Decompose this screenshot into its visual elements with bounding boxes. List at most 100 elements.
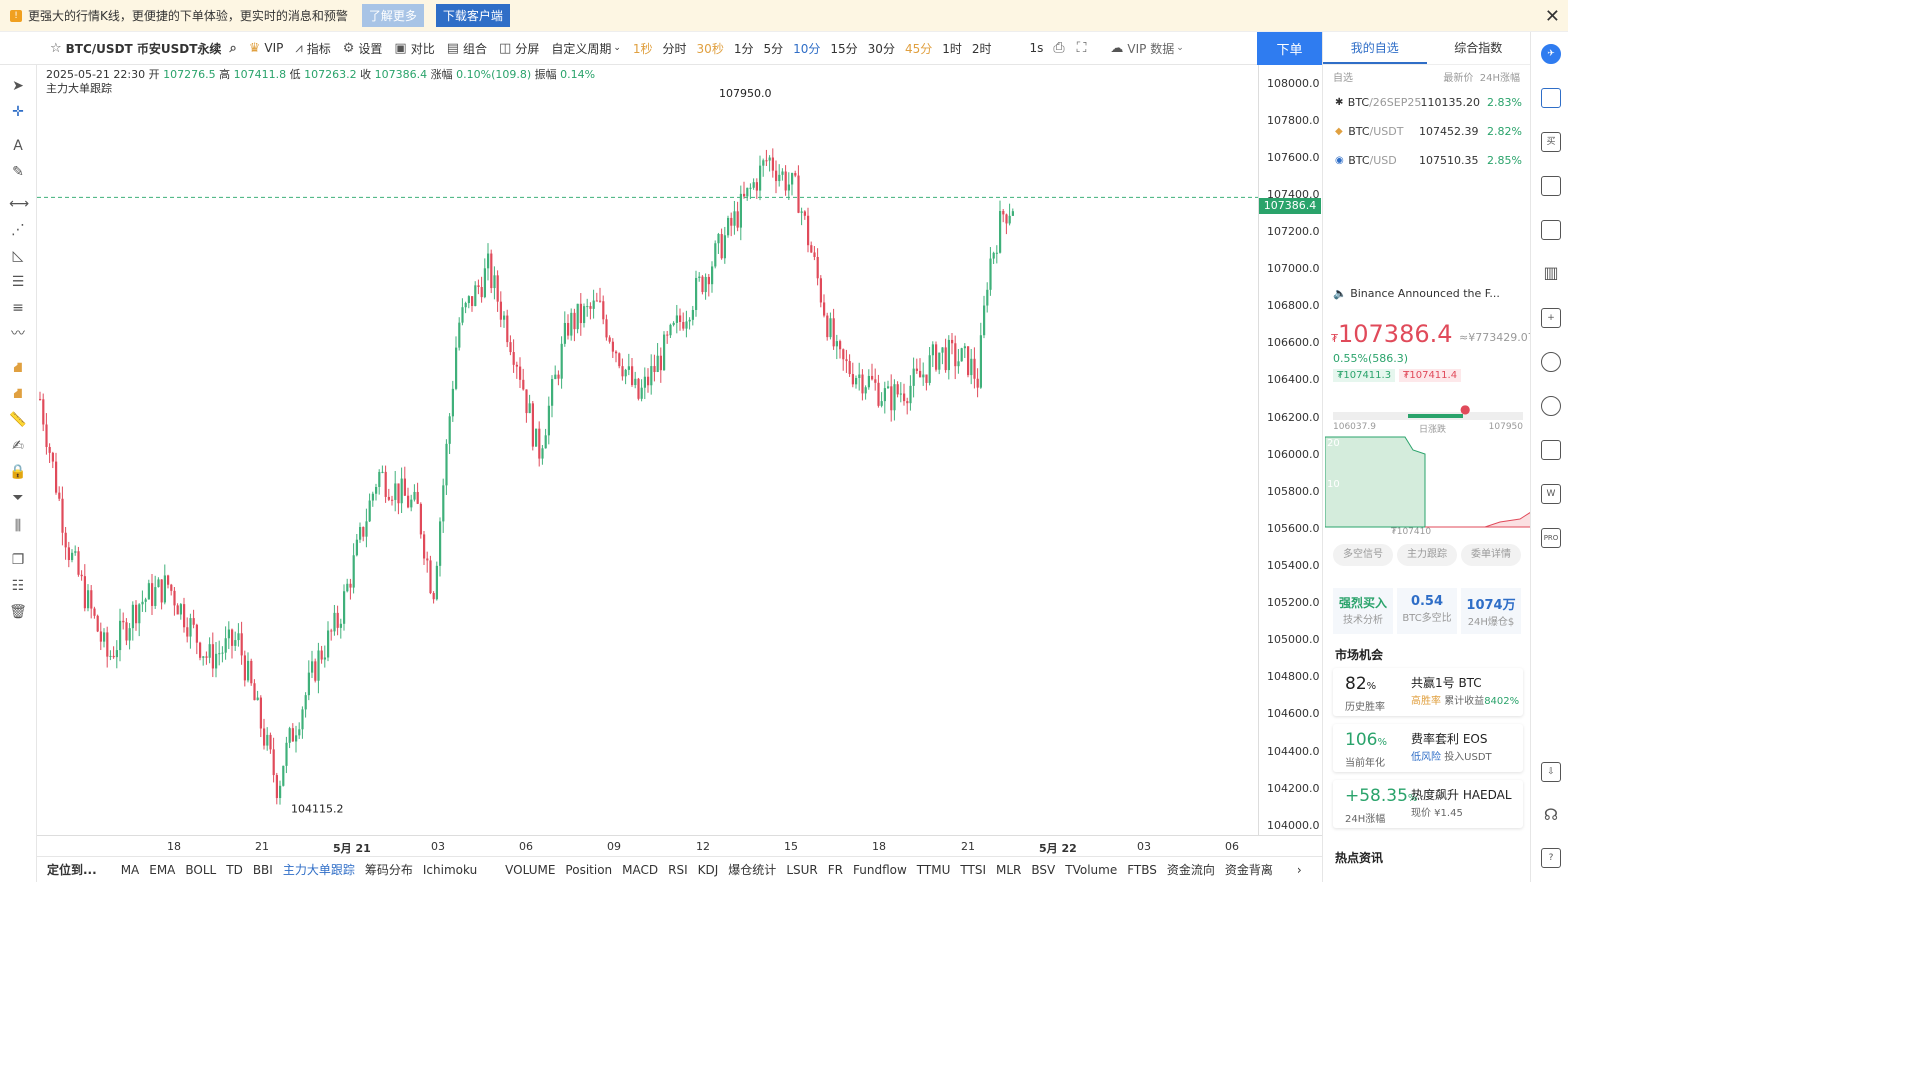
wave-icon[interactable]: 〰 <box>11 326 25 342</box>
checklist-icon[interactable] <box>1541 220 1561 240</box>
download-icon[interactable]: ⇩ <box>1541 762 1561 782</box>
indicator-24[interactable]: 资金背离 <box>1224 863 1273 877</box>
period-45m[interactable]: 45分 <box>904 41 933 56</box>
compass-icon[interactable] <box>1541 396 1561 416</box>
overlay-indicator-label[interactable]: 主力大单跟踪 <box>46 82 112 95</box>
learn-more-button[interactable]: 了解更多 <box>361 4 424 27</box>
opportunity-card[interactable]: +58.35% 24H涨幅 热度飙升 HAEDAL 现价 ¥1.45 <box>1333 780 1523 828</box>
plus-doc-icon[interactable]: + <box>1541 308 1561 328</box>
watch-row[interactable]: ◉ BTC/USD 107510.35 2.85% <box>1335 154 1522 167</box>
camera-icon[interactable]: ⎙ <box>1053 40 1065 56</box>
channel-icon[interactable]: ☰ <box>11 274 25 290</box>
indicator-7[interactable]: Ichimoku <box>422 862 478 877</box>
doc-icon[interactable] <box>1541 440 1561 460</box>
indicator-13[interactable]: 爆仓统计 <box>728 863 777 877</box>
indicator-23[interactable]: 资金流向 <box>1166 863 1215 877</box>
watch-row[interactable]: ✱ BTC/26SEP25 110135.20 2.83% <box>1335 96 1522 109</box>
fullscreen-icon[interactable]: ⛶ <box>1076 40 1087 56</box>
period-10m[interactable]: 10分 <box>793 41 821 56</box>
fib-icon[interactable]: ⋰ <box>11 222 25 238</box>
split-screen-button[interactable]: ◫ 分屏 <box>499 40 540 56</box>
period-1m[interactable]: 1分 <box>733 41 754 56</box>
tab-watchlist[interactable]: 我的自选 <box>1323 32 1427 64</box>
opportunity-card[interactable]: 106% 当前年化 费率套利 EOS 低风险 投入USDT <box>1333 724 1523 772</box>
order-button[interactable]: 下单 <box>1257 32 1322 65</box>
brush-icon[interactable]: ✎ <box>12 164 24 180</box>
period-1h[interactable]: 1时 <box>942 41 962 56</box>
headset-icon[interactable]: ☊ <box>1543 805 1559 824</box>
indicator-14[interactable]: LSUR <box>786 862 818 877</box>
indicator-1[interactable]: EMA <box>149 862 176 877</box>
compare-button[interactable]: ▣ 对比 <box>394 40 435 56</box>
search-icon[interactable]: ⌕ <box>229 40 237 56</box>
vip-data-dropdown[interactable]: ☁ VIP 数据 ⌄ <box>1110 40 1184 56</box>
interval-selector[interactable]: 1s <box>1029 41 1044 55</box>
combo-button[interactable]: ▤ 组合 <box>446 40 488 56</box>
indicator-6[interactable]: 筹码分布 <box>364 863 413 877</box>
order-detail-button[interactable]: 委单详情 <box>1461 544 1521 566</box>
brand-icon[interactable]: ✈ <box>1541 44 1561 64</box>
period-2h[interactable]: 2时 <box>971 41 992 56</box>
indicator-10[interactable]: MACD <box>622 862 659 877</box>
bar-chart-icon[interactable]: ▥ <box>1543 263 1559 282</box>
buy-icon[interactable]: 买 <box>1541 132 1561 152</box>
liquidation-stat[interactable]: 1074万 24H爆仓$ <box>1461 588 1521 634</box>
ruler-icon[interactable]: 📏 <box>9 412 27 428</box>
opportunity-card[interactable]: 82% 历史胜率 共赢1号 BTC 高胜率 累计收益8402% <box>1333 668 1523 716</box>
star-icon[interactable]: ☆ <box>50 40 62 56</box>
lock-icon[interactable]: 🔒 <box>9 464 27 480</box>
indicator-12[interactable]: KDJ <box>697 862 719 877</box>
period-timeline[interactable]: 分时 <box>662 41 687 56</box>
tech-analysis-stat[interactable]: 强烈买入 技术分析 <box>1333 588 1393 634</box>
vip-button[interactable]: ♛ VIP <box>248 40 284 56</box>
parallel-icon[interactable]: ≡ <box>12 300 24 316</box>
period-15m[interactable]: 15分 <box>830 41 858 56</box>
layers-icon[interactable]: ❐ <box>11 552 25 568</box>
long-short-signal-button[interactable]: 多空信号 <box>1333 544 1393 566</box>
indicator-20[interactable]: BSV <box>1031 862 1056 877</box>
indicator-16[interactable]: Fundflow <box>853 862 907 877</box>
pen-icon[interactable]: ✍ <box>12 438 24 454</box>
indicator-3[interactable]: TD <box>226 862 243 877</box>
indicator-22[interactable]: FTBS <box>1127 862 1157 877</box>
indicator-4[interactable]: BBI <box>252 862 273 877</box>
tab-index[interactable]: 综合指数 <box>1454 41 1503 55</box>
line-icon[interactable]: ⟷ <box>9 196 30 212</box>
symbol-selector[interactable]: ☆ BTC/USDT 币安USDT永续 ⌕ <box>50 40 237 56</box>
indicator-21[interactable]: TVolume <box>1065 862 1118 877</box>
pattern2-icon[interactable]: ⛘ <box>13 386 23 402</box>
price-axis[interactable]: 108000.0 107800.0 107600.0 107400.0 107200.0… <box>1258 65 1322 835</box>
period-5m[interactable]: 5分 <box>763 41 784 56</box>
triangle-icon[interactable]: ◺ <box>12 248 24 264</box>
pro-icon[interactable]: PRO <box>1541 528 1561 548</box>
indicator-18[interactable]: TTSI <box>960 862 986 877</box>
indicator-5[interactable]: 主力大单跟踪 <box>282 863 355 877</box>
pattern-icon[interactable]: ⛘ <box>13 360 23 376</box>
cursor-icon[interactable]: ➤ <box>12 78 24 94</box>
chart-list-icon[interactable] <box>1541 176 1561 196</box>
edit-list-icon[interactable]: ☷ <box>11 578 25 594</box>
main-tracking-button[interactable]: 主力跟踪 <box>1397 544 1457 566</box>
period-30m[interactable]: 30分 <box>867 41 895 56</box>
close-icon[interactable]: ✕ <box>1544 6 1560 27</box>
w-icon[interactable]: W <box>1541 484 1561 504</box>
locate-button[interactable]: 定位到... <box>47 863 97 877</box>
chart-canvas[interactable]: 107950.0 104115.2 <box>37 65 1258 835</box>
watchlist-dropdown[interactable]: 自选 <box>1333 73 1353 84</box>
magnet-icon[interactable]: ⫼ <box>14 518 22 534</box>
indicator-0[interactable]: MA <box>120 862 140 877</box>
more-chevron-icon[interactable]: › <box>1296 862 1302 877</box>
candlestick-chart[interactable]: 107950.0 104115.2 <box>37 65 1258 835</box>
download-client-button[interactable]: 下载客户端 <box>435 4 510 27</box>
help-icon[interactable]: ? <box>1541 848 1561 868</box>
period-30s[interactable]: 30秒 <box>696 41 724 56</box>
indicator-9[interactable]: Position <box>565 862 613 877</box>
notes-icon[interactable] <box>1541 88 1561 108</box>
settings-button[interactable]: ⚙ 设置 <box>342 40 383 56</box>
indicator-8[interactable]: VOLUME <box>505 862 556 877</box>
indicator-11[interactable]: RSI <box>668 862 688 877</box>
long-short-ratio-stat[interactable]: 0.54 BTC多空比 <box>1397 588 1457 634</box>
indicator-19[interactable]: MLR <box>996 862 1022 877</box>
indicator-17[interactable]: TTMU <box>916 862 951 877</box>
clock-icon[interactable] <box>1541 352 1561 372</box>
